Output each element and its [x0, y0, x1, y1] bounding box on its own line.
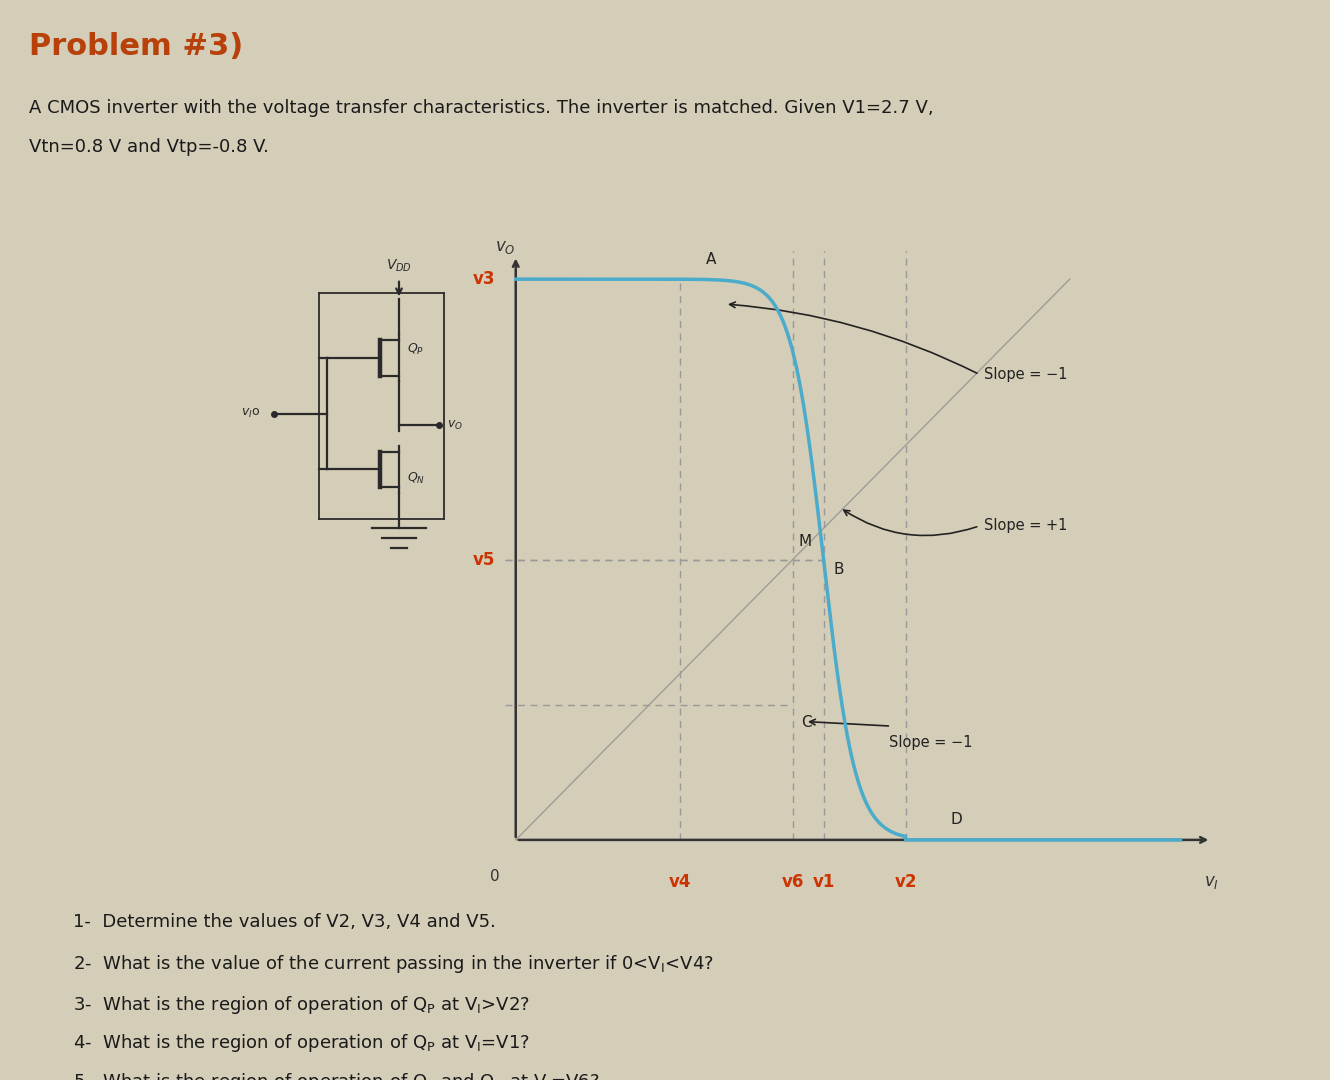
Text: $v_O$: $v_O$	[495, 238, 516, 256]
Text: 5-  What is the region of operation of Q$_{\rm P}$ and Q$_{\rm N}$ at V$_{\rm I}: 5- What is the region of operation of Q$…	[73, 1071, 600, 1080]
Text: A: A	[705, 252, 716, 267]
Text: C: C	[801, 715, 811, 730]
Text: $v_O$: $v_O$	[447, 419, 463, 432]
Text: v3: v3	[472, 270, 495, 288]
Text: Vtn=0.8 V and Vtp=-0.8 V.: Vtn=0.8 V and Vtp=-0.8 V.	[29, 138, 269, 157]
Text: 0: 0	[491, 869, 500, 885]
Text: 2-  What is the value of the current passing in the inverter if 0<V$_{\rm I}$<V4: 2- What is the value of the current pass…	[73, 953, 714, 974]
Text: $V_{DD}$: $V_{DD}$	[386, 258, 412, 274]
Text: Slope = −1: Slope = −1	[890, 735, 972, 751]
Text: Slope = −1: Slope = −1	[984, 367, 1067, 382]
Text: B: B	[834, 563, 845, 578]
Text: $Q_P$: $Q_P$	[407, 341, 424, 356]
Text: v2: v2	[894, 873, 916, 891]
Text: 4-  What is the region of operation of Q$_{\rm P}$ at V$_{\rm I}$=V1?: 4- What is the region of operation of Q$…	[73, 1032, 531, 1054]
Text: $v_I$: $v_I$	[1204, 873, 1218, 891]
Text: v6: v6	[782, 873, 803, 891]
Text: Slope = +1: Slope = +1	[984, 518, 1067, 534]
Text: Problem #3): Problem #3)	[29, 32, 243, 62]
Text: D: D	[951, 812, 963, 827]
Text: A CMOS inverter with the voltage transfer characteristics. The inverter is match: A CMOS inverter with the voltage transfe…	[29, 99, 934, 118]
Text: $Q_N$: $Q_N$	[407, 471, 426, 486]
Text: 3-  What is the region of operation of Q$_{\rm P}$ at V$_{\rm I}$>V2?: 3- What is the region of operation of Q$…	[73, 994, 531, 1015]
Text: v4: v4	[669, 873, 692, 891]
Text: M: M	[798, 535, 811, 549]
Text: v1: v1	[813, 873, 835, 891]
Text: $v_I$o: $v_I$o	[241, 407, 261, 420]
Text: v5: v5	[473, 551, 495, 568]
Text: 1-  Determine the values of V2, V3, V4 and V5.: 1- Determine the values of V2, V3, V4 an…	[73, 913, 496, 931]
